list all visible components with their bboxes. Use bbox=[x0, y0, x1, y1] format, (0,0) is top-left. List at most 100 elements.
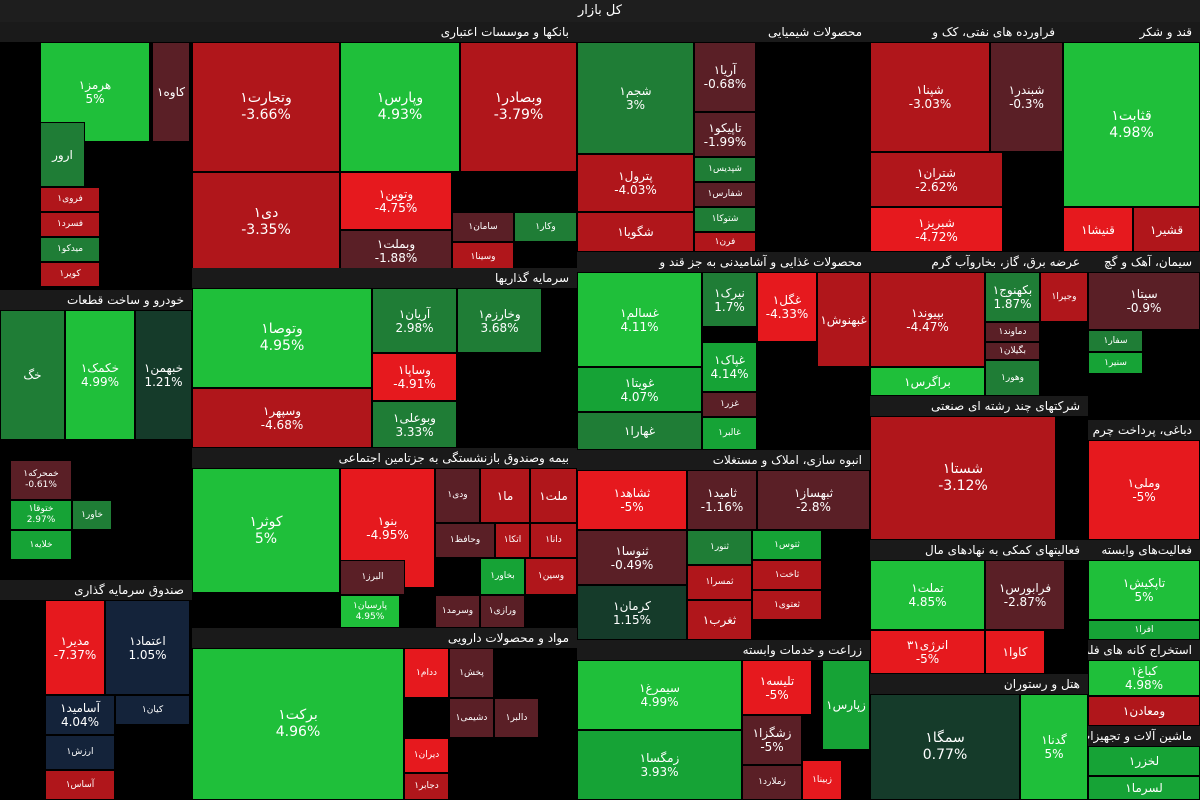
stock-tile[interactable]: وهور۱ bbox=[985, 360, 1040, 396]
stock-tile[interactable]: غگل۱ -4.33% bbox=[757, 272, 817, 342]
stock-tile[interactable]: پخش۱ bbox=[449, 648, 494, 698]
stock-tile[interactable]: بخاور۱ bbox=[480, 558, 525, 595]
stock-tile[interactable]: ثامید۱ -1.16% bbox=[687, 470, 757, 530]
stock-tile[interactable]: غبهنوش۱ bbox=[817, 272, 870, 367]
stock-tile[interactable]: فسرد۱ bbox=[40, 212, 100, 237]
stock-tile[interactable]: براگرس۱ bbox=[870, 367, 985, 396]
stock-tile[interactable]: گدنا۱ 5% bbox=[1020, 694, 1088, 800]
stock-tile[interactable]: وحافظ۱ bbox=[435, 523, 495, 558]
stock-tile[interactable]: سفار۱ bbox=[1088, 330, 1143, 352]
stock-tile[interactable]: پارسیان۱ 4.95% bbox=[340, 595, 400, 628]
stock-tile[interactable]: غپاک۱ 4.14% bbox=[702, 342, 757, 392]
stock-tile[interactable]: شپنا۱ -3.03% bbox=[870, 42, 990, 152]
stock-tile[interactable]: تاپیکو۱ -1.99% bbox=[694, 112, 756, 157]
stock-tile[interactable]: کاوا۱ bbox=[985, 630, 1045, 674]
stock-tile[interactable]: سامان۱ bbox=[452, 212, 514, 242]
stock-tile[interactable]: لخزر۱ bbox=[1088, 746, 1200, 776]
stock-tile[interactable]: سیمرغ۱ 4.99% bbox=[577, 660, 742, 730]
stock-tile[interactable]: شستا۱ -3.12% bbox=[870, 416, 1056, 540]
stock-tile[interactable]: دانا۱ bbox=[530, 523, 577, 558]
stock-tile[interactable]: وبملت۱ -1.88% bbox=[340, 230, 452, 272]
stock-tile[interactable]: فرابورس۱ -2.87% bbox=[985, 560, 1065, 630]
stock-tile[interactable]: ودی۱ bbox=[435, 468, 480, 523]
stock-tile[interactable]: ثغرب۱ bbox=[687, 600, 752, 640]
stock-tile[interactable]: غسالم۱ 4.11% bbox=[577, 272, 702, 367]
stock-tile[interactable]: ثتوس۱ bbox=[752, 530, 822, 560]
stock-tile[interactable]: دی۱ -3.35% bbox=[192, 172, 340, 272]
stock-tile[interactable]: ارزش۱ bbox=[45, 735, 115, 770]
stock-tile[interactable]: زمگسا۱ 3.93% bbox=[577, 730, 742, 800]
stock-tile[interactable]: وساپا۱ -4.91% bbox=[372, 353, 457, 401]
stock-tile[interactable]: کوثر۱ 5% bbox=[192, 468, 340, 593]
stock-tile[interactable]: دشیمی۱ bbox=[449, 698, 494, 738]
stock-tile[interactable]: دیران۱ bbox=[404, 738, 449, 773]
stock-tile[interactable]: آساس۱ bbox=[45, 770, 115, 800]
stock-tile[interactable]: پترول۱ -4.03% bbox=[577, 154, 694, 212]
stock-tile[interactable]: ارور bbox=[40, 122, 85, 187]
stock-tile[interactable]: وتجارت۱ -3.66% bbox=[192, 42, 340, 172]
stock-tile[interactable]: وسرمد۱ bbox=[435, 595, 480, 628]
stock-tile[interactable]: آریا۱ -0.68% bbox=[694, 42, 756, 112]
stock-tile[interactable]: ثعتوی۱ bbox=[752, 590, 822, 620]
stock-tile[interactable]: شبندر۱ -0.3% bbox=[990, 42, 1063, 152]
stock-tile[interactable]: زپارس۱ bbox=[822, 660, 870, 750]
stock-tile[interactable]: ثشاهد۱ -5% bbox=[577, 470, 687, 530]
stock-tile[interactable]: سنیر۱ bbox=[1088, 352, 1143, 374]
stock-tile[interactable]: قنیشا۱ bbox=[1063, 207, 1133, 252]
stock-tile[interactable]: ملت۱ bbox=[530, 468, 577, 523]
stock-tile[interactable]: خاور۱ bbox=[72, 500, 112, 530]
stock-tile[interactable]: زبینا۱ bbox=[802, 760, 842, 800]
stock-tile[interactable]: شپدیس۱ bbox=[694, 157, 756, 182]
stock-tile[interactable]: وبصادر۱ -3.79% bbox=[460, 42, 577, 172]
stock-tile[interactable]: شبریز۱ -4.72% bbox=[870, 207, 1003, 252]
stock-tile[interactable]: وسینا۱ bbox=[452, 242, 514, 272]
stock-tile[interactable]: تملت۱ 4.85% bbox=[870, 560, 985, 630]
stock-tile[interactable]: شفارس۱ bbox=[694, 182, 756, 207]
stock-tile[interactable]: خکمک۱ 4.99% bbox=[65, 310, 135, 440]
stock-tile[interactable]: غویتا۱ 4.07% bbox=[577, 367, 702, 412]
stock-tile[interactable]: وپارس۱ 4.93% bbox=[340, 42, 460, 172]
stock-tile[interactable]: اتکا۱ bbox=[495, 523, 530, 558]
stock-tile[interactable]: افرا۱ bbox=[1088, 620, 1200, 640]
stock-tile[interactable]: کویر۱ bbox=[40, 262, 100, 287]
stock-tile[interactable]: آسامید۱ 4.04% bbox=[45, 695, 115, 735]
stock-tile[interactable]: انرژی۳۱ -5% bbox=[870, 630, 985, 674]
stock-tile[interactable]: ومعادن۱ bbox=[1088, 696, 1200, 726]
stock-tile[interactable]: ثنوسا۱ -0.49% bbox=[577, 530, 687, 585]
stock-tile[interactable]: ورازی۱ bbox=[480, 595, 525, 628]
stock-tile[interactable]: قثابت۱ 4.98% bbox=[1063, 42, 1200, 207]
stock-tile[interactable]: مدیر۱ -7.37% bbox=[45, 600, 105, 695]
stock-tile[interactable]: خبهمن۱ 1.21% bbox=[135, 310, 192, 440]
stock-tile[interactable]: اعتماد۱ 1.05% bbox=[105, 600, 190, 695]
stock-tile[interactable]: لسرما۱ bbox=[1088, 776, 1200, 800]
stock-tile[interactable]: ثمسرا۱ bbox=[687, 565, 752, 600]
stock-tile[interactable]: قشیر۱ bbox=[1133, 207, 1200, 252]
stock-tile[interactable]: وجپرا۱ bbox=[1040, 272, 1088, 322]
stock-tile[interactable]: نیرک۱ 1.7% bbox=[702, 272, 757, 327]
stock-tile[interactable]: وسپهر۱ -4.68% bbox=[192, 388, 372, 448]
stock-tile[interactable]: کرمان۱ 1.15% bbox=[577, 585, 687, 640]
stock-tile[interactable]: ددام۱ bbox=[404, 648, 449, 698]
stock-tile[interactable]: کیان۱ bbox=[115, 695, 190, 725]
stock-tile[interactable]: دجابر۱ bbox=[404, 773, 449, 800]
stock-tile[interactable]: زملارد۱ bbox=[742, 765, 802, 800]
stock-tile[interactable]: دماوند۱ bbox=[985, 322, 1040, 342]
stock-tile[interactable]: کباغ۱ 4.98% bbox=[1088, 660, 1200, 696]
stock-tile[interactable]: ثبهساز۱ -2.8% bbox=[757, 470, 870, 530]
stock-tile[interactable]: ثنور۱ bbox=[687, 530, 752, 565]
stock-tile[interactable]: وکار۱ bbox=[514, 212, 577, 242]
stock-tile[interactable]: خلایه۱ bbox=[10, 530, 72, 560]
stock-tile[interactable]: تلیسه۱ -5% bbox=[742, 660, 812, 715]
stock-tile[interactable]: وتوین۱ -4.75% bbox=[340, 172, 452, 230]
stock-tile[interactable]: برکت۱ 4.96% bbox=[192, 648, 404, 800]
stock-tile[interactable]: بکهنوج۱ 1.87% bbox=[985, 272, 1040, 322]
stock-tile[interactable]: تاپکیش۱ 5% bbox=[1088, 560, 1200, 620]
stock-tile[interactable]: شتران۱ -2.62% bbox=[870, 152, 1003, 207]
stock-tile[interactable]: فرن۱ bbox=[694, 232, 756, 252]
stock-tile[interactable]: البرز۱ bbox=[340, 560, 405, 595]
stock-tile[interactable]: ما۱ bbox=[480, 468, 530, 523]
stock-tile[interactable]: دالبر۱ bbox=[494, 698, 539, 738]
stock-tile[interactable]: سمگا۱ 0.77% bbox=[870, 694, 1020, 800]
stock-tile[interactable]: بگیلان۱ bbox=[985, 342, 1040, 360]
stock-tile[interactable]: بپیوند۱ -4.47% bbox=[870, 272, 985, 367]
